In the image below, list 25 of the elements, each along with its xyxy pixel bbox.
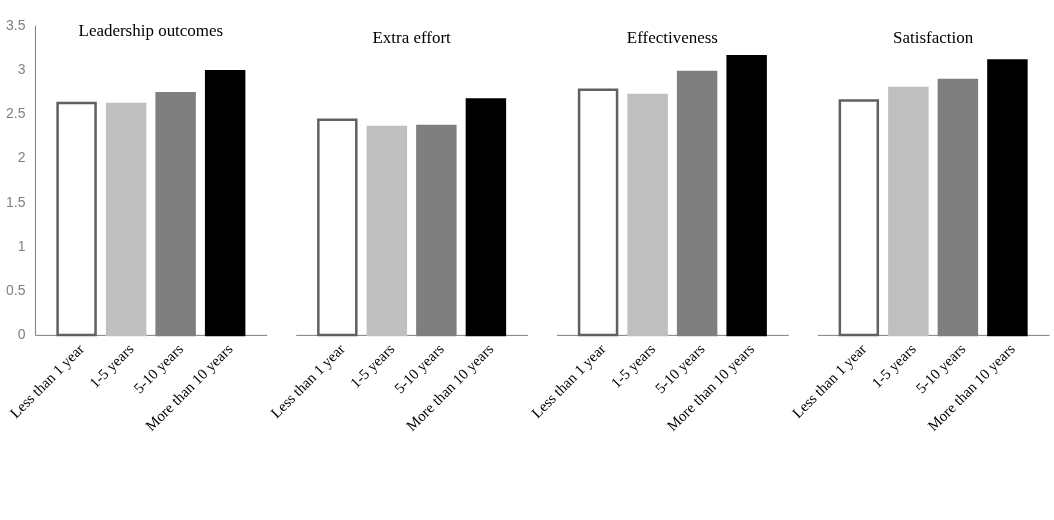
- y-tick-label: 3.5: [6, 16, 26, 33]
- x-tick-label: Less than 1 year: [6, 340, 88, 422]
- x-tick-label: Less than 1 year: [528, 340, 609, 422]
- y-tick-label: 3: [17, 60, 26, 77]
- bar: [56, 101, 97, 337]
- y-tick-label: 1.5: [6, 193, 26, 210]
- chart-title: Satisfaction: [893, 28, 974, 48]
- chart-title: Effectiveness: [626, 28, 718, 48]
- chart-title: Leadership outcomes: [78, 21, 224, 41]
- y-tick-label: 2: [17, 149, 26, 166]
- bar: [726, 54, 767, 337]
- x-tick-label: Less than 1 year: [267, 340, 348, 422]
- y-tick-label: 0: [17, 326, 26, 343]
- y-tick-label: 1: [17, 237, 26, 254]
- bar: [888, 86, 929, 337]
- y-tick-label: 2.5: [6, 105, 26, 122]
- bar: [105, 102, 147, 337]
- bar: [838, 99, 880, 337]
- chart-title: Extra effort: [372, 28, 452, 48]
- bar: [577, 88, 619, 337]
- x-tick-label: Less than 1 year: [789, 340, 870, 422]
- bar: [987, 59, 1028, 337]
- bar: [204, 69, 246, 337]
- y-tick-label: 0.5: [6, 282, 26, 299]
- bar: [627, 93, 668, 337]
